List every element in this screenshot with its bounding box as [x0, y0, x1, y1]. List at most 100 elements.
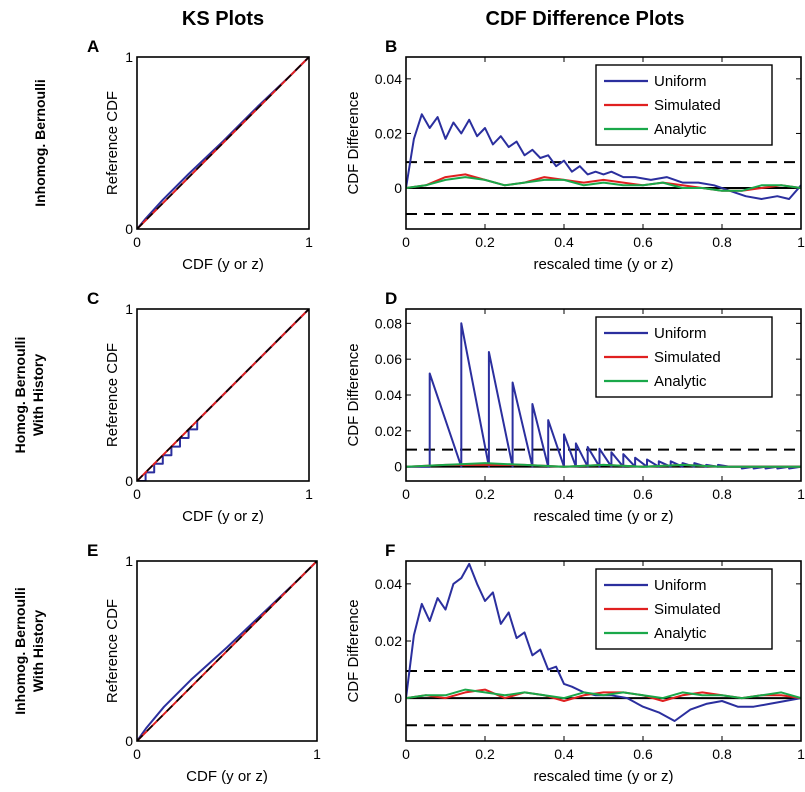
y-tick-label: 0.02 [375, 125, 402, 141]
series-line-simulated [137, 57, 309, 229]
x-tick-label: 0 [133, 746, 141, 762]
plot-area [406, 562, 801, 727]
x-tick-label: 0 [133, 234, 141, 250]
legend-label-simulated: Simulated [654, 601, 721, 618]
y-tick-label: 1 [125, 553, 133, 569]
x-tick-label: 0.8 [712, 234, 732, 250]
series-line-analytic [406, 688, 801, 700]
row-label-1: Inhomog. Bernoulli [32, 79, 48, 207]
y-axis-label: Reference CDF [104, 91, 121, 195]
x-tick-label: 1 [313, 746, 321, 762]
y-tick-label: 0.04 [375, 576, 402, 592]
x-tick-label: 0.2 [475, 234, 495, 250]
row-label-2: Homog. Bernoulli With History [12, 337, 46, 454]
panel-letter: C [87, 289, 99, 308]
y-axis-label: CDF Difference [345, 343, 362, 446]
x-tick-label: 0.4 [554, 234, 574, 250]
plot-area [406, 322, 801, 470]
y-tick-label: 0 [394, 459, 402, 475]
x-tick-label: 0.8 [712, 486, 732, 502]
y-axis-label: CDF Difference [345, 91, 362, 194]
plot-frame [136, 308, 310, 482]
y-tick-label: 0.04 [375, 387, 402, 403]
x-axis-label: CDF (y or z) [186, 768, 268, 785]
panel-e: E CDF (y or z) Reference CDF 0 1 0 1 [87, 541, 321, 785]
series-line-analytic [406, 462, 801, 468]
x-tick-label: 0.4 [554, 746, 574, 762]
y-tick-label: 0 [125, 733, 133, 749]
legend-label-simulated: Simulated [654, 349, 721, 366]
x-tick-label: 1 [305, 234, 313, 250]
panel-letter: D [385, 289, 397, 308]
panel-letter: A [87, 37, 99, 56]
legend-label-analytic: Analytic [654, 121, 707, 138]
row-label-line: Homog. Bernoulli [12, 337, 28, 454]
series-line-reference-dash [137, 57, 309, 229]
series-line-uniform [406, 113, 801, 200]
x-tick-label: 0 [402, 486, 410, 502]
x-tick-label: 1 [797, 234, 805, 250]
plot-frame [136, 560, 318, 742]
y-tick-label: 0.04 [375, 71, 402, 87]
x-axis-label: rescaled time (y or z) [533, 508, 673, 525]
legend-label-analytic: Analytic [654, 373, 707, 390]
x-axis-label: rescaled time (y or z) [533, 768, 673, 785]
plot-area [137, 57, 309, 229]
x-tick-label: 0.6 [633, 234, 653, 250]
y-axis-label: Reference CDF [104, 599, 121, 703]
x-tick-label: 0 [133, 486, 141, 502]
row-label-line: With History [30, 610, 46, 693]
x-tick-label: 1 [797, 486, 805, 502]
x-axis-label: CDF (y or z) [182, 508, 264, 525]
y-tick-label: 1 [125, 49, 133, 65]
y-tick-label: 0 [394, 180, 402, 196]
panel-letter: E [87, 541, 98, 560]
series-line-uniform [406, 322, 801, 470]
series-line-uniform [406, 562, 801, 722]
panels: A CDF (y or z) Reference CDF 0 1 0 1 Brescaled … [87, 37, 805, 785]
y-tick-label: 0.02 [375, 423, 402, 439]
x-tick-label: 1 [305, 486, 313, 502]
y-tick-label: 0 [394, 690, 402, 706]
x-tick-label: 0.2 [475, 746, 495, 762]
plot-frame [405, 308, 802, 482]
panel-letter: F [385, 541, 395, 560]
x-tick-label: 0.6 [633, 486, 653, 502]
plot-area [137, 561, 317, 741]
x-tick-label: 0 [402, 234, 410, 250]
series-line-simulated [137, 309, 309, 481]
legend-label-simulated: Simulated [654, 97, 721, 114]
panel-c: C CDF (y or z) Reference CDF 0 1 0 1 [87, 289, 313, 525]
x-tick-label: 0 [402, 746, 410, 762]
legend: Uniform Simulated Analytic [595, 64, 773, 146]
ks-plots-header: KS Plots [182, 8, 264, 30]
plot-frame [405, 560, 802, 742]
x-tick-label: 0.2 [475, 486, 495, 502]
x-tick-label: 0.4 [554, 486, 574, 502]
row-label-line: Inhomog. Bernoulli [12, 587, 28, 715]
row-label-line: With History [30, 354, 46, 437]
series-line-reference-dash [137, 309, 309, 481]
series-line-reference-dash [137, 561, 317, 741]
legend-label-uniform: Uniform [654, 73, 707, 90]
x-tick-label: 0.8 [712, 746, 732, 762]
row-label-3: Inhomog. Bernoulli With History [12, 587, 46, 715]
plot-frame [405, 56, 802, 230]
legend-label-uniform: Uniform [654, 325, 707, 342]
y-tick-label: 1 [125, 301, 133, 317]
panel-a: A CDF (y or z) Reference CDF 0 1 0 1 [87, 37, 313, 273]
x-axis-label: CDF (y or z) [182, 256, 264, 273]
y-tick-label: 0.08 [375, 315, 402, 331]
panel-letter: B [385, 37, 397, 56]
series-line-analytic [406, 176, 801, 192]
legend-label-uniform: Uniform [654, 577, 707, 594]
y-tick-label: 0.02 [375, 633, 402, 649]
y-axis-label: CDF Difference [345, 599, 362, 702]
y-tick-label: 0 [125, 473, 133, 489]
y-tick-label: 0.06 [375, 351, 402, 367]
plot-area [137, 309, 309, 481]
x-axis-label: rescaled time (y or z) [533, 256, 673, 273]
